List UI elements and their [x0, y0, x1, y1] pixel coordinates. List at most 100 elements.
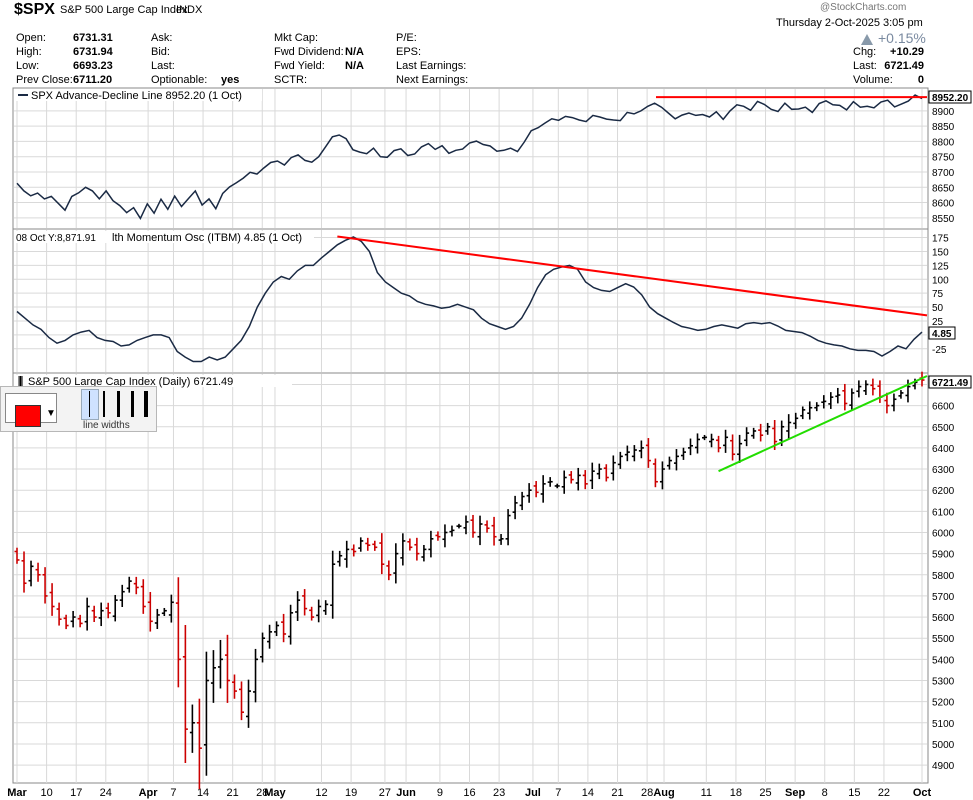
- prev-close-label: Prev Close:: [16, 74, 73, 86]
- ohlc-bar: [246, 679, 252, 728]
- line-width-2[interactable]: [103, 391, 105, 417]
- ohlc-bar: [316, 599, 322, 623]
- ohlc-bar: [856, 380, 862, 398]
- x-tick-label: 28: [641, 787, 653, 799]
- y-tick-label: 5900: [932, 550, 955, 561]
- ohlc-bar: [666, 456, 672, 470]
- line-width-1[interactable]: [89, 391, 90, 417]
- low-label: Low:: [16, 60, 39, 72]
- ohlc-bar: [723, 429, 729, 453]
- x-tick-label: 21: [227, 787, 239, 799]
- ohlc-bar: [737, 434, 743, 463]
- x-tick-label: Jun: [396, 787, 416, 799]
- annotation-toolbox[interactable]: ▼ line widths: [0, 386, 157, 432]
- y-tick-label: 175: [932, 234, 949, 245]
- ohlc-bar: [512, 495, 518, 520]
- ohlc-bar: [484, 520, 490, 533]
- color-picker[interactable]: ▼: [5, 393, 57, 427]
- ohlc-bar: [807, 401, 813, 420]
- y-tick-label: 50: [932, 303, 944, 314]
- series-layer: [14, 94, 925, 790]
- x-tick-label: Mar: [7, 787, 27, 799]
- x-tick-label: Aug: [653, 787, 674, 799]
- ohlc-bar: [730, 434, 736, 461]
- x-tick-label: 28: [256, 787, 268, 799]
- ohlc-bar: [28, 560, 34, 587]
- ohlc-bar: [330, 550, 336, 619]
- ohlc-bar: [870, 378, 876, 396]
- ohlc-bar: [21, 551, 27, 593]
- ohlc-bar: [645, 438, 651, 468]
- price-title-bg: [14, 375, 292, 387]
- line-width-3[interactable]: [117, 391, 120, 417]
- ohlc-bar: [119, 584, 125, 607]
- bid-label: Bid:: [151, 46, 170, 58]
- x-tick-label: 25: [759, 787, 771, 799]
- ohlc-bar: [323, 600, 329, 615]
- price-last-value: 6721.49: [932, 378, 969, 389]
- x-tick-label: Jul: [525, 787, 541, 799]
- ohlc-bar: [414, 537, 420, 561]
- index-name: S&P 500 Large Cap Index: [60, 4, 188, 16]
- ohlc-bar: [540, 475, 546, 503]
- ohlc-bar: [814, 402, 820, 412]
- ohlc-bar: [589, 462, 595, 489]
- line-width-5[interactable]: [144, 391, 148, 417]
- y-tick-label: 6500: [932, 423, 955, 434]
- ohlc-bar: [161, 607, 167, 616]
- ohlc-bar: [379, 533, 385, 575]
- ohlc-bar: [267, 624, 273, 649]
- ohlc-bar: [400, 533, 406, 566]
- x-tick-label: May: [264, 787, 286, 799]
- ohlc-bar: [519, 491, 525, 511]
- open-value: 6731.31: [73, 32, 113, 44]
- ohlc-bar: [624, 445, 630, 462]
- ohlc-bar: [702, 434, 708, 441]
- ohlc-bar: [603, 464, 609, 482]
- x-tick-label: 7: [555, 787, 561, 799]
- eps-label: EPS:: [396, 46, 421, 58]
- dropdown-arrow-icon[interactable]: ▼: [46, 408, 56, 419]
- y-tick-label: 5700: [932, 592, 955, 603]
- ohlc-bar: [337, 550, 343, 567]
- pe-label: P/E:: [396, 32, 417, 44]
- y-tick-label: 8650: [932, 183, 955, 194]
- ohlc-bar: [70, 610, 76, 628]
- panel-titles: SPX Advance-Decline Line 8952.20 (1 Oct)…: [14, 89, 314, 388]
- ohlc-bar: [842, 383, 848, 411]
- x-tick-label: 12: [315, 787, 327, 799]
- y-tick-label: 5300: [932, 677, 955, 688]
- ohlc-bar: [617, 451, 623, 469]
- ohlc-bar: [302, 589, 308, 616]
- ohlc-icon: ⫼: [18, 375, 23, 388]
- color-swatch[interactable]: [15, 405, 41, 427]
- watermark: @StockCharts.com: [820, 2, 906, 13]
- ohlc-bar: [140, 579, 146, 614]
- line-width-4[interactable]: [131, 391, 134, 417]
- x-tick-label: 14: [582, 787, 594, 799]
- x-tick-label: 11: [701, 787, 712, 799]
- ohlc-bar: [421, 544, 427, 562]
- next-earnings-label: Next Earnings:: [396, 74, 468, 86]
- ohlc-bar: [372, 540, 378, 551]
- ohlc-bar: [533, 481, 539, 498]
- ohlc-bar: [765, 422, 771, 435]
- ohlc-bar: [456, 523, 462, 529]
- volume-label: Volume:: [853, 74, 893, 86]
- adline-title-bg: [14, 89, 262, 101]
- y-tick-label: 150: [932, 247, 949, 258]
- line-width-selected[interactable]: [81, 389, 99, 420]
- ohlc-bar: [224, 634, 230, 703]
- ohlc-bar: [358, 537, 364, 552]
- ohlc-bar: [680, 447, 686, 460]
- ohlc-bar: [203, 651, 209, 776]
- y-tick-label: 5000: [932, 740, 955, 751]
- x-tick-label: 27: [379, 787, 391, 799]
- up-triangle-icon: [861, 34, 873, 45]
- momentum-panel: [12, 228, 929, 374]
- price-last-badge: [928, 375, 972, 389]
- x-tick-label: 15: [848, 787, 860, 799]
- ohlc-bar: [189, 704, 195, 753]
- ohlc-bar: [442, 524, 448, 548]
